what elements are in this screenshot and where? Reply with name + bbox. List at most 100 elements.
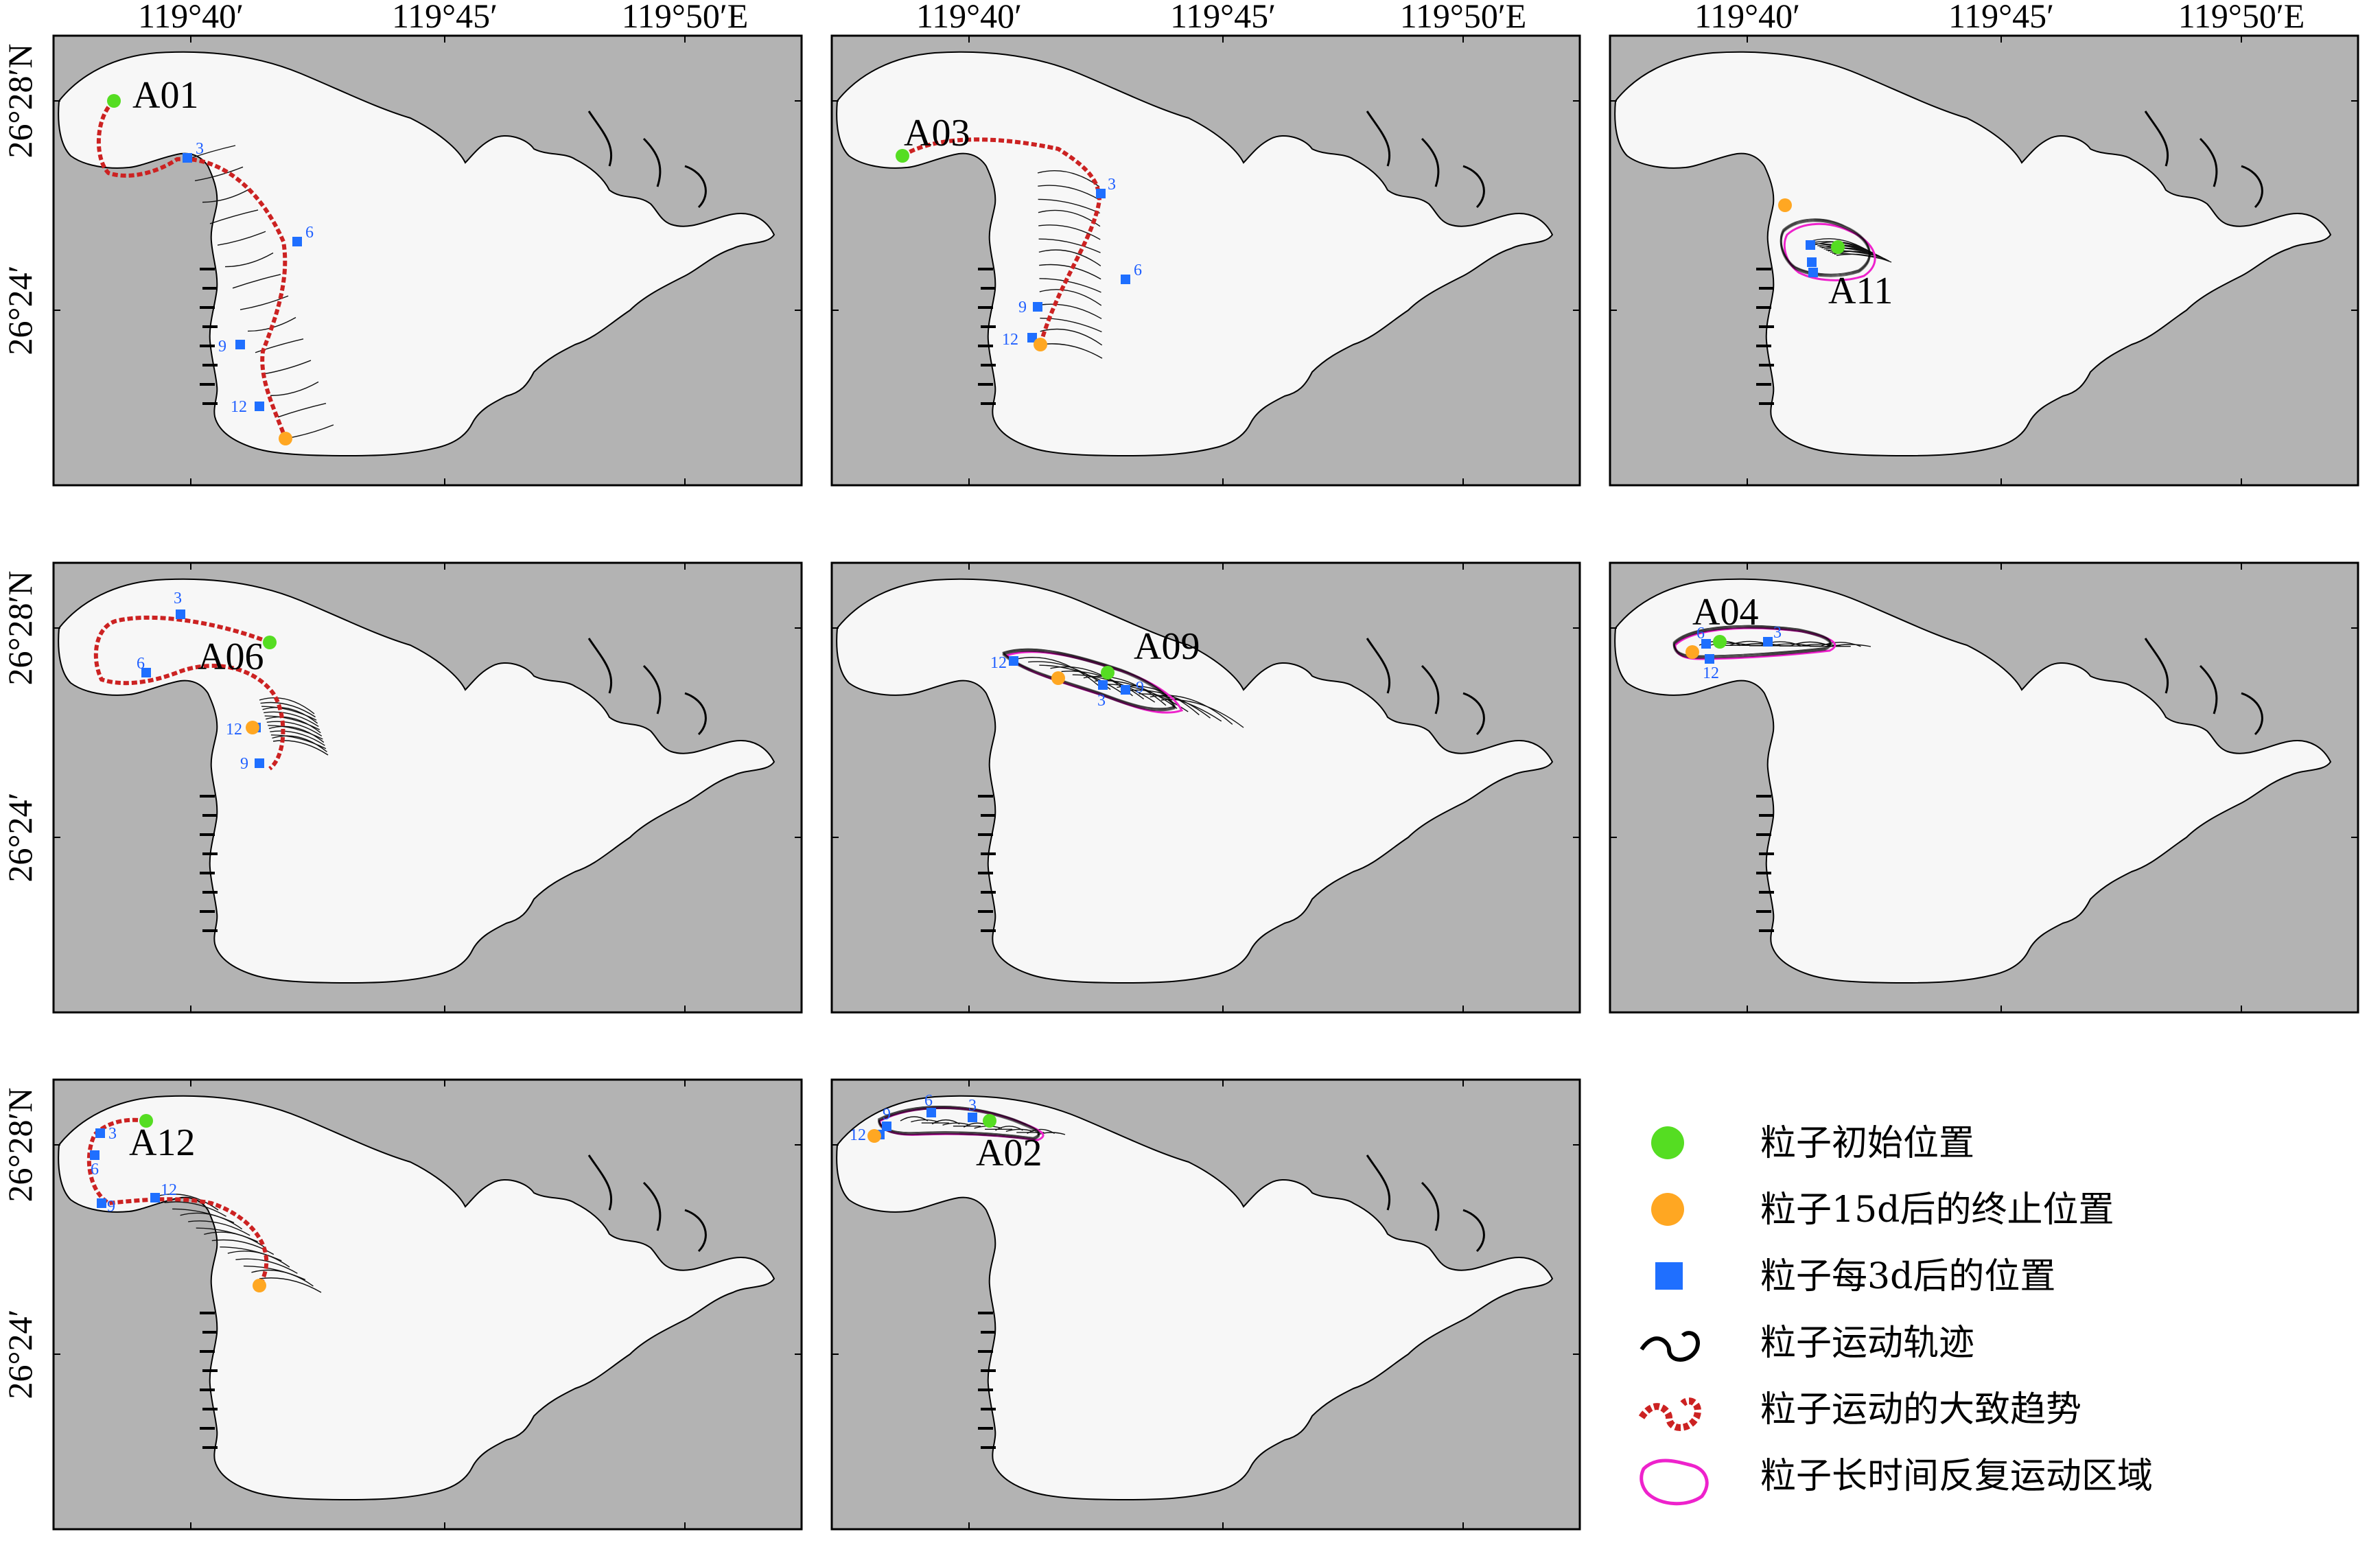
green-dot-icon [1651, 1126, 1684, 1159]
trajectory-line [1039, 264, 1101, 280]
map-panel: 3 6 9 12 A01 [52, 34, 803, 487]
legend-item: 粒子15d后的终止位置 [1651, 1189, 2114, 1231]
trajectory-line [268, 725, 325, 743]
step-label: 3 [174, 590, 182, 607]
longitude-label: 119°40′ [138, 0, 244, 35]
start-position [896, 149, 909, 163]
latitude-label: 26°24′ [1, 793, 39, 883]
trajectory-line [1674, 626, 1832, 658]
step-marker [1098, 680, 1108, 690]
step-label: 9 [883, 1106, 891, 1124]
step-label: 6 [305, 224, 314, 242]
trajectory-line [1781, 220, 1871, 277]
start-position [107, 94, 121, 108]
end-position [253, 1279, 266, 1292]
trajectory-line [1005, 1128, 1034, 1132]
coast-line [2144, 111, 2263, 209]
trajectory-line [1674, 627, 1832, 659]
longitude-label: 119°50′E [2178, 0, 2305, 35]
trajectory-line [1780, 219, 1869, 275]
trajectory-line [277, 403, 327, 418]
particle-trajectories [1699, 640, 1871, 647]
trajectory-line [878, 1108, 1040, 1140]
longitude-label: 119°45′ [392, 0, 498, 35]
legend: 粒子初始位置粒子15d后的终止位置粒子每3d后的位置粒子运动轨迹粒子运动的大致趋… [1638, 1123, 2153, 1506]
trajectory-line [1037, 1132, 1066, 1135]
step-marker [968, 1113, 977, 1122]
repeat-motion-region [878, 1106, 1045, 1141]
step-label: 12 [1002, 331, 1018, 349]
trajectory-line [911, 1119, 939, 1123]
trajectory-line [272, 735, 327, 752]
trajectory-line [1160, 699, 1244, 728]
repeat-motion-region [1005, 651, 1184, 714]
coast-line [1366, 1154, 1485, 1253]
trajectory-line [942, 1122, 970, 1126]
panel-frame [830, 34, 1581, 487]
end-position [1778, 198, 1792, 212]
trajectory-line [1039, 278, 1101, 293]
trajectory-line [1781, 218, 1871, 275]
repeat-motion-region [1783, 222, 1876, 281]
legend-label: 粒子运动轨迹 [1760, 1323, 1974, 1364]
legend-item: 粒子运动轨迹 [1640, 1323, 1974, 1364]
map-panel: 3 6 9 12 A12 [52, 1078, 803, 1531]
trajectory-line [879, 1108, 1040, 1140]
trajectory-line [879, 1108, 1040, 1141]
step-label: 12 [1703, 664, 1719, 682]
trajectory-line [268, 725, 323, 740]
panel-frame [52, 34, 803, 487]
trajectory-line [1781, 219, 1871, 275]
trajectory-line [156, 1194, 219, 1211]
trajectory-line [1673, 627, 1831, 659]
trajectory-line [270, 730, 325, 746]
trajectory-line [1819, 642, 1861, 647]
trend-curve [93, 615, 285, 771]
trajectory-line [1038, 198, 1100, 214]
start-position [1101, 666, 1115, 679]
trajectory-line [217, 231, 266, 246]
step-marker [1705, 654, 1714, 664]
station-label: A04 [1692, 591, 1758, 634]
trajectory-line [878, 1106, 1040, 1139]
longitude-label: 119°40′ [1694, 0, 1800, 35]
trajectory-line [1039, 664, 1122, 693]
trajectory-line [1039, 289, 1102, 306]
trajectory-line [232, 274, 281, 289]
trajectory-line [878, 1107, 1040, 1139]
trajectory-line [1674, 625, 1832, 657]
panel-frame [1609, 561, 2359, 1014]
trajectory-line [1780, 220, 1869, 277]
trajectory-line [270, 734, 327, 750]
legend-label: 粒子运动的大致趋势 [1760, 1389, 2081, 1430]
trajectory-line [259, 1277, 322, 1293]
trajectory-line [259, 697, 315, 715]
start-position [1831, 240, 1845, 254]
trajectory-line [264, 711, 319, 728]
trajectory-line [1780, 220, 1870, 276]
trajectory-line [1780, 221, 1869, 277]
end-position [279, 432, 292, 445]
longitude-label: 119°45′ [1170, 0, 1276, 35]
legend-label: 粒子15d后的终止位置 [1760, 1189, 2114, 1231]
trajectory-line [240, 295, 289, 310]
trajectory-line [878, 1108, 1039, 1140]
longitude-label: 119°40′ [916, 0, 1022, 35]
panel-frame [52, 1078, 803, 1531]
station-label: A03 [904, 112, 970, 154]
trajectory-line [878, 1108, 1039, 1141]
start-position [139, 1114, 153, 1128]
trajectory-line [235, 1258, 298, 1274]
step-marker [1807, 257, 1817, 267]
trajectory-line [1673, 627, 1831, 658]
step-marker [235, 340, 245, 349]
map-panel: 3 6 912 A03 [830, 34, 1581, 487]
trajectory-line [255, 338, 304, 353]
legend-item: 粒子初始位置 [1651, 1123, 1974, 1164]
step-marker [255, 402, 264, 411]
step-marker [926, 1108, 936, 1117]
end-position [246, 721, 259, 734]
step-marker [97, 1198, 106, 1208]
particle-trajectories [156, 1194, 322, 1293]
step-label: 3 [196, 140, 204, 158]
